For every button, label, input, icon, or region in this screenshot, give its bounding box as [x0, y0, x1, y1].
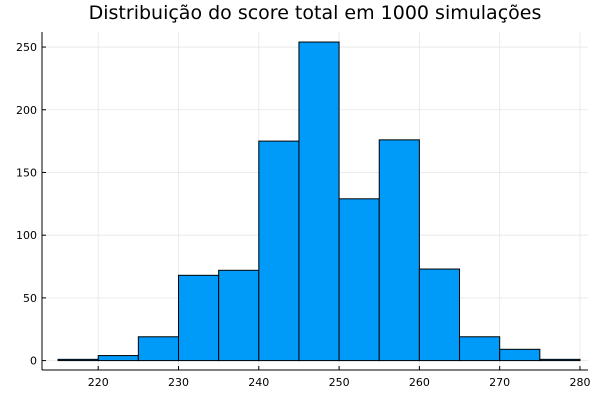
chart-title: Distribuição do score total em 1000 simu…: [89, 2, 542, 24]
x-tick-label: 230: [168, 376, 189, 389]
histogram-bar: [539, 358, 581, 362]
x-tick-label: 240: [248, 376, 269, 389]
x-axis-ticks: 220 230 240 250 260 270 280: [88, 366, 590, 389]
x-tick-label: 260: [409, 376, 430, 389]
y-tick-label: 100: [16, 229, 37, 242]
histogram-bar: [97, 355, 139, 362]
histogram-bar: [418, 268, 461, 362]
histogram-bar: [258, 140, 300, 362]
y-tick-label: 200: [16, 104, 37, 117]
histogram-bars: [57, 41, 581, 362]
histogram-bar: [218, 269, 260, 362]
histogram-bar: [338, 198, 380, 362]
y-tick-label: 150: [16, 166, 37, 179]
x-tick-label: 280: [569, 376, 590, 389]
x-tick-label: 250: [329, 376, 350, 389]
axes: [41, 32, 588, 371]
y-tick-label: 250: [16, 41, 37, 54]
histogram-bar: [178, 274, 220, 362]
x-tick-label: 270: [489, 376, 510, 389]
histogram-bar: [137, 336, 179, 362]
histogram-bar: [378, 139, 420, 362]
y-tick-label: 50: [23, 292, 37, 305]
histogram-bar: [298, 41, 340, 362]
x-tick-label: 220: [88, 376, 109, 389]
histogram-bar: [459, 336, 501, 362]
y-tick-label: 0: [30, 355, 37, 368]
histogram-bar: [499, 348, 541, 362]
histogram-bar: [57, 358, 99, 362]
y-axis-ticks: 0 50 100 150 200 250: [16, 41, 46, 368]
